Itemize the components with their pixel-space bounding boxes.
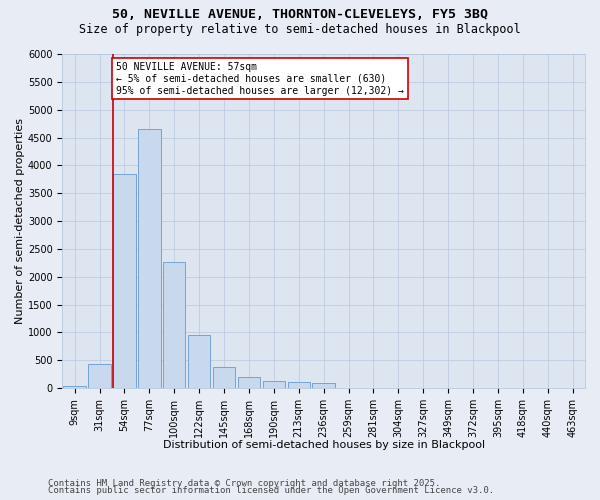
Text: 50, NEVILLE AVENUE, THORNTON-CLEVELEYS, FY5 3BQ: 50, NEVILLE AVENUE, THORNTON-CLEVELEYS, … bbox=[112, 8, 488, 20]
X-axis label: Distribution of semi-detached houses by size in Blackpool: Distribution of semi-detached houses by … bbox=[163, 440, 485, 450]
Bar bbox=[138, 129, 161, 388]
Text: Size of property relative to semi-detached houses in Blackpool: Size of property relative to semi-detach… bbox=[79, 22, 521, 36]
Bar bbox=[263, 381, 285, 388]
Bar bbox=[313, 382, 335, 388]
Bar bbox=[88, 364, 111, 388]
Bar bbox=[188, 335, 211, 388]
Y-axis label: Number of semi-detached properties: Number of semi-detached properties bbox=[15, 118, 25, 324]
Bar bbox=[113, 174, 136, 388]
Bar bbox=[64, 386, 86, 388]
Text: 50 NEVILLE AVENUE: 57sqm
← 5% of semi-detached houses are smaller (630)
95% of s: 50 NEVILLE AVENUE: 57sqm ← 5% of semi-de… bbox=[116, 62, 404, 96]
Bar bbox=[163, 262, 185, 388]
Bar bbox=[287, 382, 310, 388]
Bar bbox=[238, 377, 260, 388]
Text: Contains public sector information licensed under the Open Government Licence v3: Contains public sector information licen… bbox=[48, 486, 494, 495]
Text: Contains HM Land Registry data © Crown copyright and database right 2025.: Contains HM Land Registry data © Crown c… bbox=[48, 478, 440, 488]
Bar bbox=[213, 367, 235, 388]
